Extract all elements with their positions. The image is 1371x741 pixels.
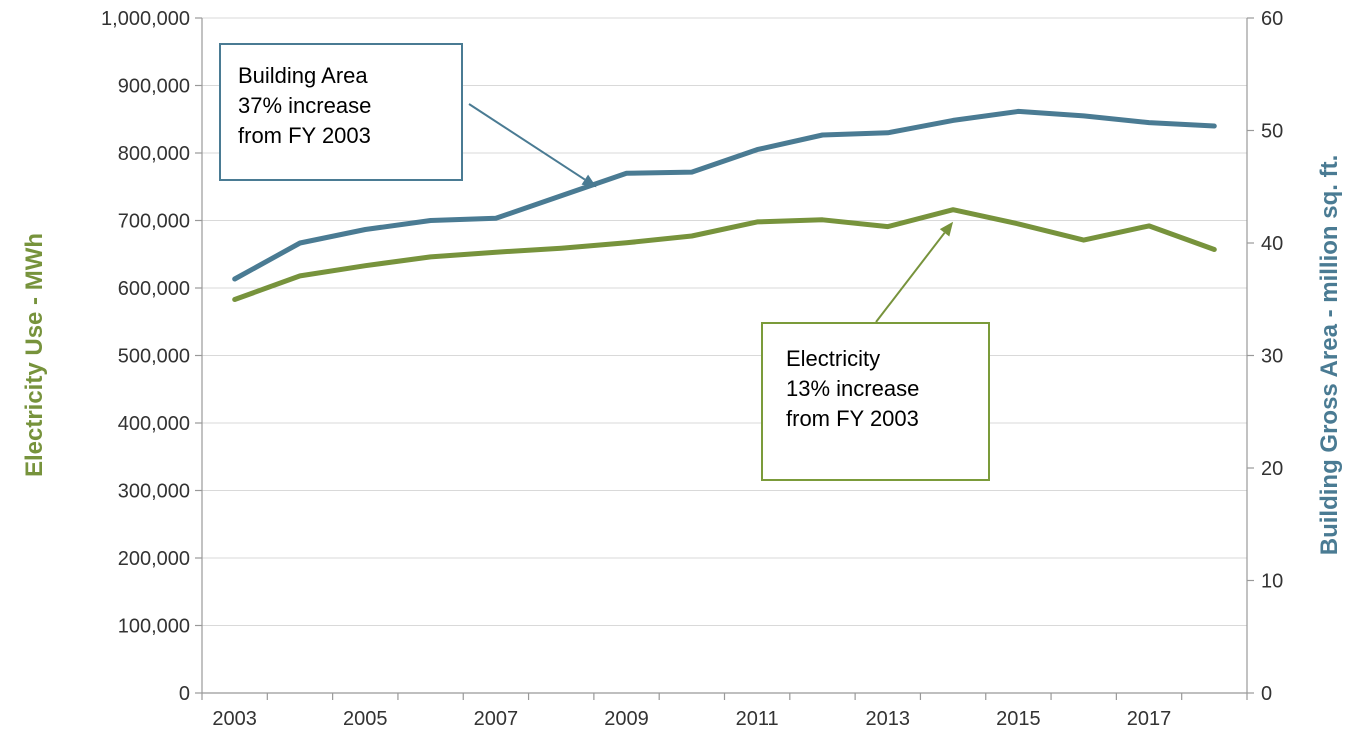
right-tick-label: 30 <box>1261 346 1283 368</box>
left-tick-label: 600,000 <box>118 278 190 300</box>
right-tick-label: 40 <box>1261 233 1283 255</box>
callout-line: from FY 2003 <box>786 406 919 431</box>
right-tick-label: 60 <box>1261 8 1283 30</box>
left-tick-label: 700,000 <box>118 211 190 233</box>
x-tick-label: 2013 <box>866 708 911 730</box>
series-line-electricity <box>232 207 1217 302</box>
building-area-arrow-head <box>581 174 597 188</box>
callout-line: from FY 2003 <box>238 123 371 148</box>
right-tick-labels: 0 10 20 30 40 50 60 <box>1247 8 1283 705</box>
right-axis-title: Building Gross Area - million sq. ft. <box>1316 155 1343 555</box>
callout-line: 37% increase <box>238 93 372 118</box>
electricity-arrow-line <box>875 232 946 323</box>
left-tick-label: 800,000 <box>118 143 190 165</box>
right-tick-label: 50 <box>1261 121 1283 143</box>
x-tick-label: 2005 <box>343 708 388 730</box>
left-tick-label: 400,000 <box>118 413 190 435</box>
x-tick-label: 2015 <box>996 708 1041 730</box>
building-area-arrow-line <box>468 103 586 181</box>
callout-line: 13% increase <box>786 376 920 401</box>
building-area-callout: Building Area 37% increase from FY 2003 <box>219 43 463 181</box>
left-tick-label: 0 <box>179 683 190 705</box>
x-tick-labels: 2003 2005 2007 2009 2011 2013 2015 2017 <box>201 693 1248 730</box>
electricity-callout: Electricity 13% increase from FY 2003 <box>761 322 990 481</box>
x-tick-label: 2011 <box>736 708 779 730</box>
left-tick-label: 1,000,000 <box>101 8 190 30</box>
series-lines <box>232 108 1217 302</box>
series-line-building-area <box>232 108 1217 282</box>
x-tick-label: 2009 <box>604 708 649 730</box>
left-tick-label: 500,000 <box>118 346 190 368</box>
x-tick-label: 2017 <box>1127 708 1172 730</box>
electricity-arrow-head <box>939 221 954 237</box>
right-tick-label: 20 <box>1261 458 1283 480</box>
left-tick-label: 100,000 <box>118 616 190 638</box>
left-tick-label: 300,000 <box>118 481 190 503</box>
gridlines <box>202 17 1247 626</box>
annotation-arrows <box>468 103 954 323</box>
callout-line: Electricity <box>786 346 881 371</box>
x-tick-label: 2007 <box>474 708 519 730</box>
left-tick-label: 900,000 <box>118 76 190 98</box>
callout-line: Building Area <box>238 63 368 88</box>
left-tick-labels: 0 100,000 200,000 300,000 400,000 500,000 600,… <box>101 8 202 705</box>
left-tick-label: 200,000 <box>118 548 190 570</box>
x-tick-label: 2003 <box>212 708 257 730</box>
right-tick-label: 0 <box>1261 683 1272 705</box>
left-axis-title: Electricity Use - MWh <box>21 233 48 477</box>
right-tick-label: 10 <box>1261 571 1283 593</box>
